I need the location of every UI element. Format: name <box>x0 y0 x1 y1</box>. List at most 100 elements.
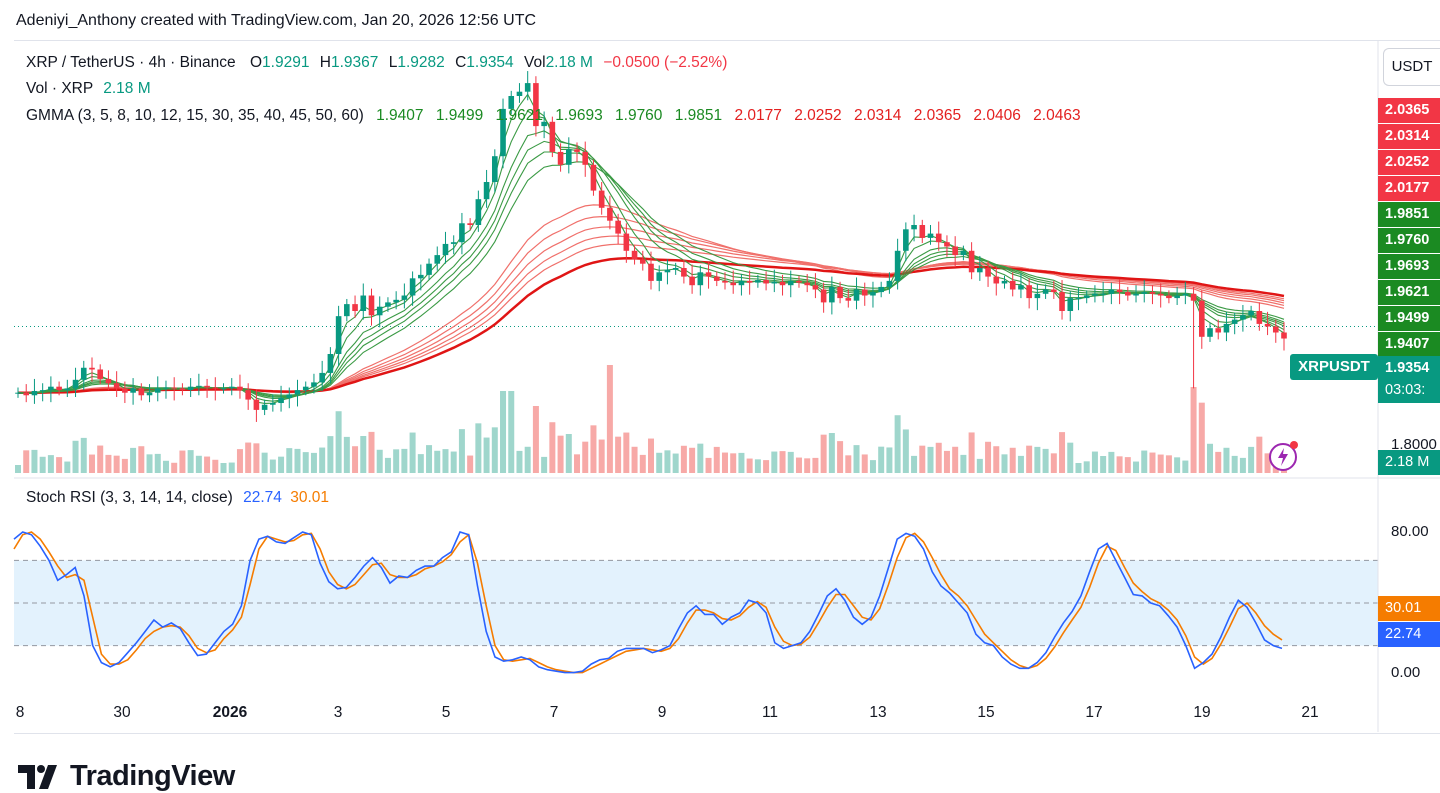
candle-body <box>146 392 153 396</box>
volume-bar <box>39 456 46 473</box>
gmma-value-7: 2.0177 <box>734 107 782 124</box>
symbol-pill[interactable]: XRPUSDT <box>1290 354 1378 380</box>
gmma-value-10: 2.0365 <box>913 107 962 124</box>
volume-bar <box>72 440 79 473</box>
candle-body <box>179 388 186 391</box>
gmma-value-5: 1.9760 <box>615 107 663 124</box>
volume-bar <box>697 443 704 473</box>
volume-bar <box>574 454 581 473</box>
candle-body <box>746 280 753 283</box>
stoch-k-value: 22.74 <box>243 489 282 506</box>
volume-bar <box>138 446 145 473</box>
candle-body <box>903 229 909 251</box>
gmma-tag-1-9499: 1.9499 <box>1378 306 1440 331</box>
candle-body <box>549 121 556 152</box>
volume-bar <box>606 365 613 473</box>
gmma-value-12: 2.0463 <box>1033 107 1081 124</box>
lightning-icon[interactable] <box>1268 440 1300 472</box>
volume-bar <box>1001 454 1008 473</box>
candle-body <box>1207 328 1213 337</box>
candle-body <box>1248 311 1254 316</box>
volume-bar <box>500 391 507 473</box>
volume-bar <box>80 437 87 473</box>
volume-bar <box>656 452 663 473</box>
volume-bar <box>1157 454 1164 473</box>
volume-bar <box>1009 447 1016 473</box>
candle-body <box>886 280 893 287</box>
volume-indicator-label[interactable]: Vol · XRP <box>26 80 93 97</box>
volume-bar <box>911 455 918 473</box>
gmma-value-3: 1.9621 <box>495 107 543 124</box>
candle-body <box>459 223 465 243</box>
candle-body <box>820 289 827 303</box>
volume-bar <box>1207 443 1214 473</box>
candle-body <box>1051 289 1057 293</box>
candle-body <box>705 272 712 277</box>
candle-body <box>516 91 523 96</box>
candle-body <box>278 397 284 404</box>
candle-body <box>483 182 490 200</box>
volume-bar <box>352 446 359 473</box>
gmma-tag-2-0252: 2.0252 <box>1378 150 1440 175</box>
stoch-band <box>14 560 1378 646</box>
volume-bar <box>1141 450 1148 473</box>
volume-bar <box>261 452 268 473</box>
open-label: O <box>249 54 263 71</box>
candle-body <box>335 316 342 354</box>
volume-bar <box>1108 451 1115 473</box>
close-label: C <box>455 54 467 71</box>
volume-bar <box>869 460 876 473</box>
volume-bar <box>204 456 211 473</box>
volume-bar <box>541 456 548 473</box>
volume-bar <box>1067 442 1074 473</box>
volume-bar <box>1231 455 1238 473</box>
stoch-rsi-label[interactable]: Stoch RSI (3, 3, 14, 14, close) <box>26 489 233 506</box>
candle-body <box>598 190 605 208</box>
candle-body <box>927 233 934 238</box>
volume-bar <box>294 448 301 473</box>
volume-bar <box>960 454 967 473</box>
tradingview-logo: TradingView <box>18 760 235 793</box>
volume-bar <box>795 457 802 473</box>
volume-bar <box>886 447 893 473</box>
stoch-upper-label: 80.00 <box>1391 523 1429 540</box>
time-label: 2026 <box>212 704 248 721</box>
candle-body <box>113 383 120 389</box>
last-price-tag: 1.9354 <box>1378 356 1440 381</box>
low-value: 1.9282 <box>397 54 445 71</box>
change-value: −0.0500 (−2.52%) <box>603 54 728 71</box>
candle-body <box>1042 289 1049 294</box>
candle-body <box>1083 295 1090 299</box>
candle-body <box>919 225 926 238</box>
volume-bar <box>97 445 104 473</box>
symbol-title[interactable]: XRP / TetherUS · 4h · Binance <box>26 54 236 71</box>
gmma-value-2: 1.9499 <box>435 107 484 124</box>
candle-body <box>311 382 317 387</box>
candle-body <box>1001 280 1008 284</box>
candle-body <box>968 250 975 273</box>
volume-bar <box>319 447 326 473</box>
gmma-label[interactable]: GMMA (3, 5, 8, 10, 12, 15, 30, 35, 40, 4… <box>26 107 364 124</box>
gmma-long-line <box>17 204 1285 394</box>
volume-bar <box>623 432 630 473</box>
candle-body <box>557 151 564 165</box>
candle-body <box>64 388 71 391</box>
volume-bar <box>590 425 597 473</box>
candle-body <box>500 108 506 157</box>
volume-bar <box>1026 445 1033 473</box>
volume-label: Vol <box>524 54 546 71</box>
volume-bar <box>713 446 720 473</box>
volume-bar <box>1165 455 1172 473</box>
gmma-value-4: 1.9693 <box>555 107 603 124</box>
candle-body <box>261 404 268 410</box>
candle-body <box>1281 332 1287 339</box>
candle-body <box>426 263 432 275</box>
candle-body <box>352 304 358 311</box>
volume-bar <box>705 457 712 473</box>
volume-bar <box>746 458 753 473</box>
volume-bar <box>598 439 605 473</box>
stoch-k-line <box>13 531 1283 674</box>
high-value: 1.9367 <box>330 54 379 71</box>
currency-button[interactable]: USDT <box>1383 48 1440 86</box>
